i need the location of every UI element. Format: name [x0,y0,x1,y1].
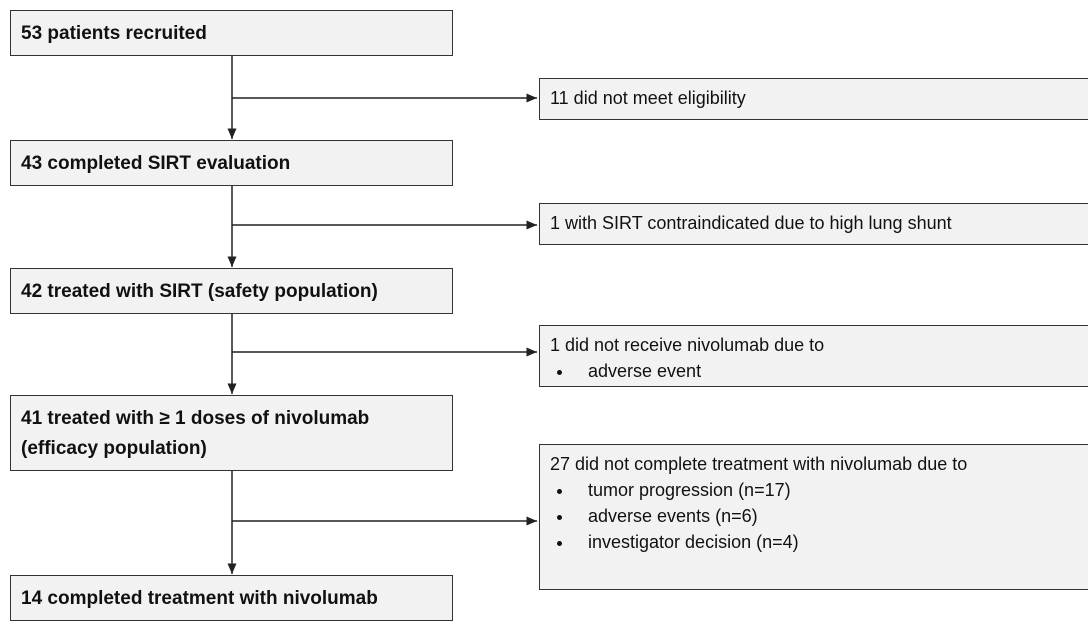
reason-list: adverse event [550,358,1078,384]
step-box: 53 patients recruited [10,10,453,56]
reason: tumor progression (n=17) [574,477,1078,503]
reason: investigator decision (n=4) [574,529,1078,555]
step-text: 43 completed SIRT evaluation [21,153,291,174]
step-box: 41 treated with ≥ 1 doses of nivolumab (e… [10,395,453,471]
exclusion-box: 27 did not complete treatment with nivol… [539,444,1088,590]
step-box: 43 completed SIRT evaluation [10,140,453,186]
step-box: 42 treated with SIRT (safety population) [10,268,453,314]
step-text: 42 treated with SIRT (safety population) [21,281,378,302]
exclusion-title: 27 did not complete treatment with nivol… [550,454,968,474]
exclusion-box: 1 with SIRT contraindicated due to high … [539,203,1088,245]
reason-list: tumor progression (n=17)adverse events (… [550,477,1078,555]
exclusion-title: 11 did not meet eligibility [550,88,746,108]
exclusion-title: 1 with SIRT contraindicated due to high … [550,213,952,233]
reason: adverse events (n=6) [574,503,1078,529]
step-text: 14 completed treatment with nivolumab [21,588,378,609]
step-box: 14 completed treatment with nivolumab [10,575,453,621]
exclusion-box: 1 did not receive nivolumab due to advers… [539,325,1088,387]
step-text: 41 treated with ≥ 1 doses of nivolumab [21,408,370,429]
step-text: 53 patients recruited [21,23,207,44]
exclusion-box: 11 did not meet eligibility [539,78,1088,120]
exclusion-title: 1 did not receive nivolumab due to [550,335,825,355]
step-text: (efficacy population) [21,438,207,459]
reason: adverse event [574,358,1078,384]
